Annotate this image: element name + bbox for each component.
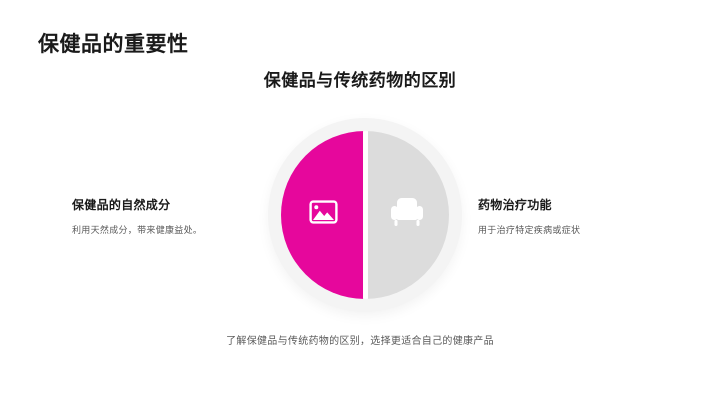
- circle-left-half: [281, 131, 365, 299]
- right-item-description: 用于治疗特定疾病或症状: [478, 225, 581, 235]
- image-icon: [308, 200, 338, 224]
- split-circle-diagram: [281, 131, 449, 299]
- left-comparison-item: 保健品的自然成分 利用天然成分，带来健康益处。: [72, 196, 262, 236]
- armchair-icon: [390, 198, 424, 227]
- circle-divider: [362, 131, 368, 299]
- left-item-description: 利用天然成分，带来健康益处。: [72, 225, 203, 235]
- circle-right-half: [365, 131, 449, 299]
- left-item-title: 保健品的自然成分: [72, 198, 171, 212]
- right-comparison-item: 药物治疗功能 用于治疗特定疾病或症状: [478, 196, 668, 236]
- page-title: 保健品的重要性: [38, 33, 189, 56]
- section-heading: 保健品与传统药物的区别: [263, 71, 457, 90]
- slide-caption: 了解保健品与传统药物的区别，选择更适合自己的健康产品: [226, 336, 494, 347]
- right-item-title: 药物治疗功能: [478, 198, 552, 212]
